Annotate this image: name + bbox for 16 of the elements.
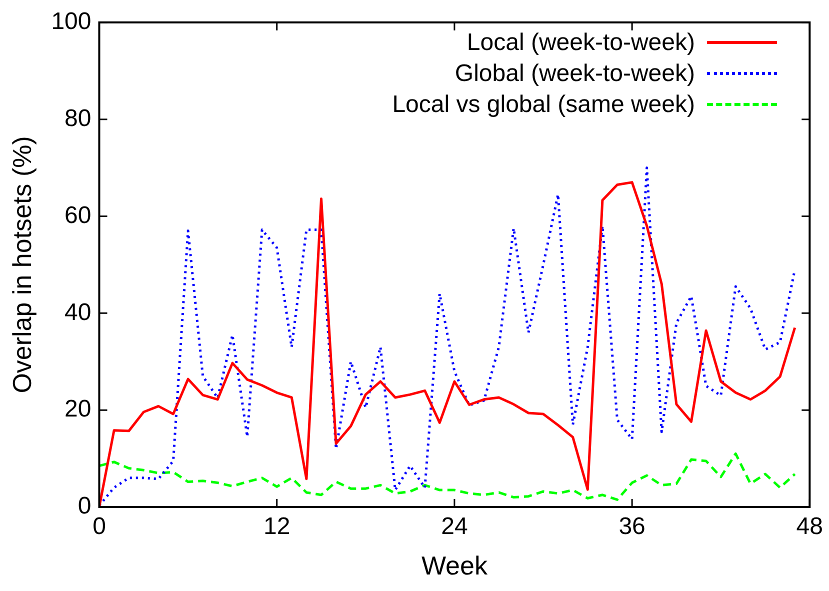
y-tick-label: 80 xyxy=(64,104,92,132)
y-tick-label: 60 xyxy=(64,202,92,229)
y-tick-label: 20 xyxy=(64,396,92,423)
line-series xyxy=(99,452,796,501)
legend-label: Global (week-to-week) xyxy=(454,59,695,88)
x-tick-label: 24 xyxy=(441,513,468,540)
x-axis-title: Week xyxy=(421,550,488,581)
y-tick-label: 40 xyxy=(64,298,92,326)
legend-label: Local (week-to-week) xyxy=(466,28,695,57)
x-tick-label: 48 xyxy=(796,513,824,540)
y-axis-title: Overlap in hotsets (%) xyxy=(6,136,37,394)
legend-label: Local vs global (same week) xyxy=(392,90,695,119)
y-tick-label: 100 xyxy=(51,8,92,36)
x-tick-label: 12 xyxy=(263,513,290,540)
x-tick-label: 36 xyxy=(618,513,646,540)
y-tick-label: 0 xyxy=(78,492,92,520)
